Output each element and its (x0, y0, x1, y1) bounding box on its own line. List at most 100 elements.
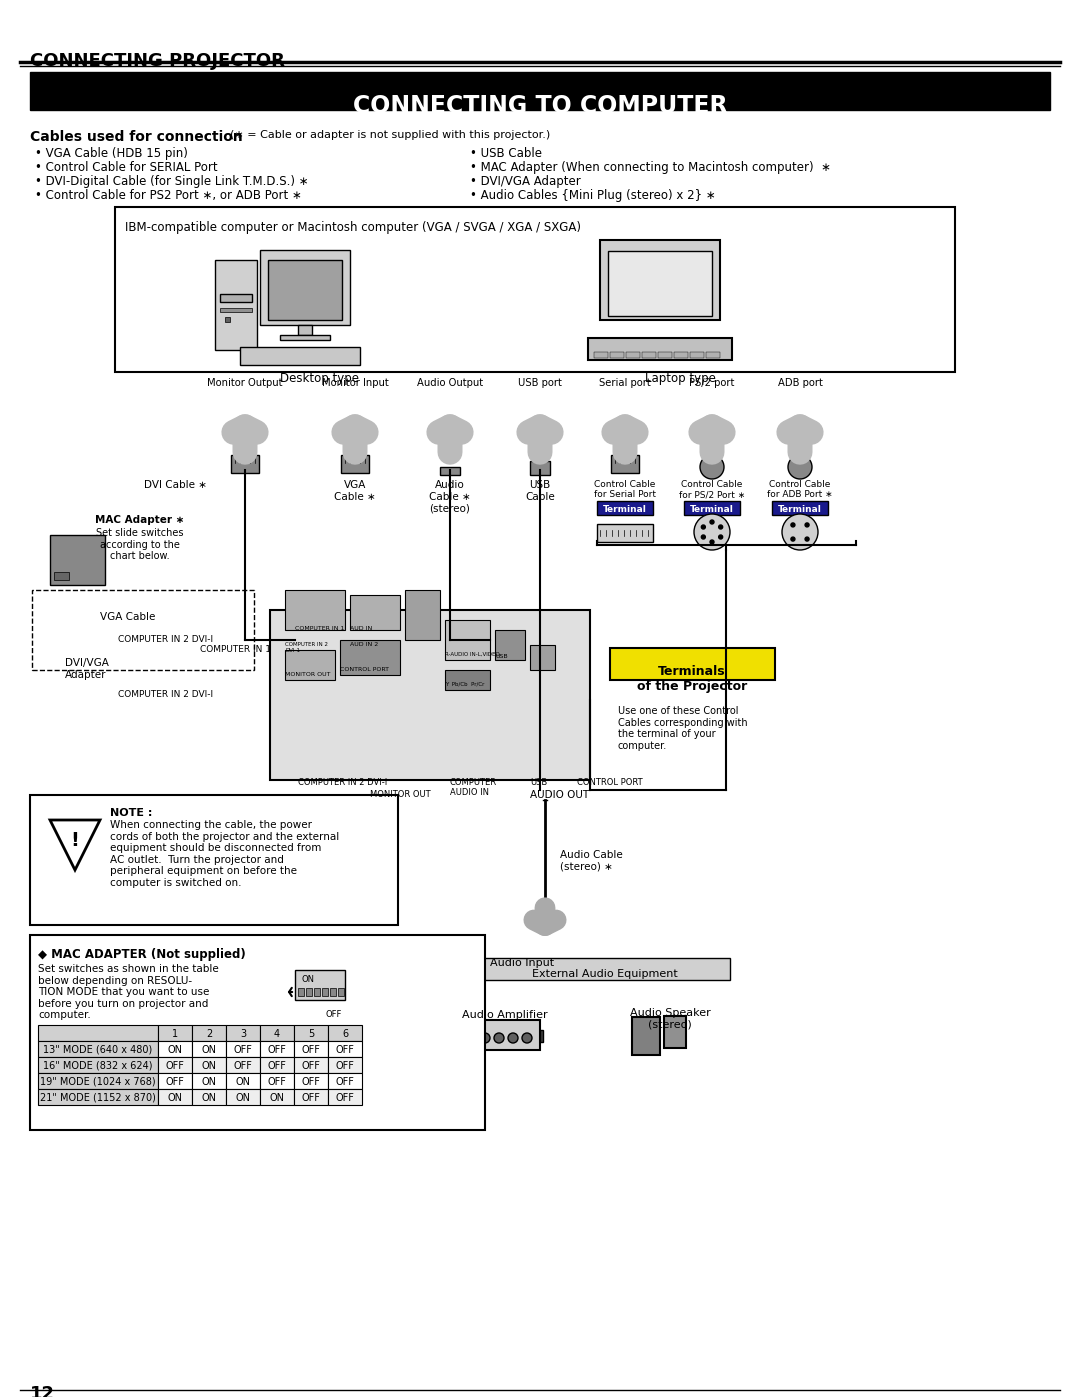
Text: OFF: OFF (268, 1077, 286, 1087)
Text: OFF: OFF (336, 1060, 354, 1071)
Text: CONTROL PORT: CONTROL PORT (577, 778, 643, 787)
Text: Audio Output: Audio Output (417, 379, 483, 388)
Text: Audio Speaker
(stereo): Audio Speaker (stereo) (630, 1009, 711, 1030)
Bar (588, 338, 732, 360)
Bar (772, 502, 828, 515)
Text: MONITOR OUT: MONITOR OUT (370, 789, 431, 799)
Circle shape (522, 1032, 532, 1044)
Text: COMPUTER IN 2 DVI-I: COMPUTER IN 2 DVI-I (298, 778, 388, 787)
Text: ON: ON (167, 1092, 183, 1104)
Circle shape (718, 525, 723, 529)
Bar (226, 1025, 260, 1041)
Text: 4: 4 (274, 1030, 280, 1039)
Text: PS/2 port: PS/2 port (689, 379, 734, 388)
Circle shape (694, 514, 730, 550)
Bar (158, 1073, 192, 1090)
Circle shape (508, 1032, 518, 1044)
Text: Monitor Input: Monitor Input (322, 379, 389, 388)
Text: Control Cable
for PS/2 Port ∗: Control Cable for PS/2 Port ∗ (679, 481, 745, 499)
Bar (30, 795, 399, 925)
Text: Set slide switches
according to the
chart below.: Set slide switches according to the char… (96, 528, 184, 562)
Bar (658, 352, 672, 358)
Bar (328, 1058, 362, 1073)
Text: • Control Cable for PS2 Port ∗, or ADB Port ∗: • Control Cable for PS2 Port ∗, or ADB P… (35, 189, 302, 203)
Text: CONNECTING PROJECTOR: CONNECTING PROJECTOR (30, 52, 285, 70)
Text: OFF: OFF (233, 1045, 253, 1055)
Text: R-AUDIO IN-L,VIDEO: R-AUDIO IN-L,VIDEO (445, 652, 500, 657)
Circle shape (805, 536, 809, 541)
Circle shape (791, 536, 795, 541)
Text: 1: 1 (172, 1030, 178, 1039)
Bar (495, 630, 525, 659)
Text: Terminal: Terminal (690, 504, 734, 514)
Text: OFF: OFF (165, 1077, 185, 1087)
Text: Terminals
of the Projector: Terminals of the Projector (637, 665, 747, 693)
Text: 13" MODE (640 x 480): 13" MODE (640 x 480) (43, 1045, 152, 1055)
Circle shape (701, 535, 705, 539)
Bar (440, 467, 460, 475)
Bar (706, 352, 720, 358)
Text: • MAC Adapter (When connecting to Macintosh computer)  ∗: • MAC Adapter (When connecting to Macint… (470, 161, 831, 175)
Text: USB: USB (495, 654, 508, 659)
Text: Set switches as shown in the table
below depending on RESOLU-
TION MODE that you: Set switches as shown in the table below… (38, 964, 219, 1020)
Bar (594, 352, 608, 358)
Text: ON: ON (235, 1092, 251, 1104)
Text: Audio Input: Audio Input (490, 958, 554, 968)
Circle shape (782, 514, 818, 550)
Text: • DVI-Digital Cable (for Single Link T.M.D.S.) ∗: • DVI-Digital Cable (for Single Link T.M… (35, 175, 309, 189)
Circle shape (710, 520, 714, 524)
Text: 16" MODE (832 x 624): 16" MODE (832 x 624) (43, 1060, 152, 1071)
Text: OFF: OFF (336, 1045, 354, 1055)
Text: Laptop type: Laptop type (645, 372, 715, 386)
Text: COMPUTER IN 1: COMPUTER IN 1 (200, 645, 271, 654)
Text: AUDIO OUT: AUDIO OUT (530, 789, 589, 800)
Text: USB
Cable: USB Cable (525, 481, 555, 502)
Bar (270, 610, 590, 780)
Bar (328, 1090, 362, 1105)
Polygon shape (50, 820, 100, 870)
Bar (298, 988, 303, 996)
Text: External Audio Equipment: External Audio Equipment (532, 970, 678, 979)
Text: ON: ON (167, 1045, 183, 1055)
Bar (38, 1058, 158, 1073)
Bar (294, 1058, 328, 1073)
Bar (226, 1073, 260, 1090)
Bar (38, 1073, 158, 1090)
Bar (192, 1058, 226, 1073)
Text: Y  Pb/Cb  Pr/Cr: Y Pb/Cb Pr/Cr (445, 682, 484, 687)
Bar (475, 1020, 540, 1051)
Bar (158, 1058, 192, 1073)
Text: • Audio Cables {Mini Plug (stereo) x 2} ∗: • Audio Cables {Mini Plug (stereo) x 2} … (470, 189, 716, 203)
FancyBboxPatch shape (32, 590, 254, 671)
Bar (260, 1058, 294, 1073)
Text: • DVI/VGA Adapter: • DVI/VGA Adapter (470, 175, 581, 189)
Text: VGA Cable: VGA Cable (100, 612, 156, 622)
Bar (30, 73, 1050, 110)
Bar (280, 335, 330, 339)
Text: ON: ON (202, 1092, 216, 1104)
Text: 2: 2 (206, 1030, 212, 1039)
Bar (294, 1090, 328, 1105)
Text: Audio Amplifier: Audio Amplifier (462, 1010, 548, 1020)
Bar (306, 988, 312, 996)
Text: 6: 6 (342, 1030, 348, 1039)
Text: AUD IN: AUD IN (350, 626, 373, 631)
Circle shape (480, 1032, 490, 1044)
Text: AUD IN 2: AUD IN 2 (350, 643, 378, 647)
Bar (328, 1073, 362, 1090)
Text: OFF: OFF (326, 1010, 342, 1018)
Text: 5: 5 (308, 1030, 314, 1039)
Circle shape (805, 522, 809, 527)
Text: DVI Cable ∗: DVI Cable ∗ (144, 481, 206, 490)
Text: USB: USB (530, 778, 548, 787)
Circle shape (788, 455, 812, 479)
Bar (338, 988, 345, 996)
Bar (608, 251, 712, 316)
Text: COMPUTER IN 2
DVI-1: COMPUTER IN 2 DVI-1 (285, 643, 328, 652)
Circle shape (700, 455, 724, 479)
Text: Serial port: Serial port (599, 379, 651, 388)
Text: Control Cable
for Serial Port: Control Cable for Serial Port (594, 481, 656, 499)
Bar (215, 260, 257, 351)
Bar (341, 455, 369, 474)
Text: Desktop type: Desktop type (281, 372, 360, 386)
